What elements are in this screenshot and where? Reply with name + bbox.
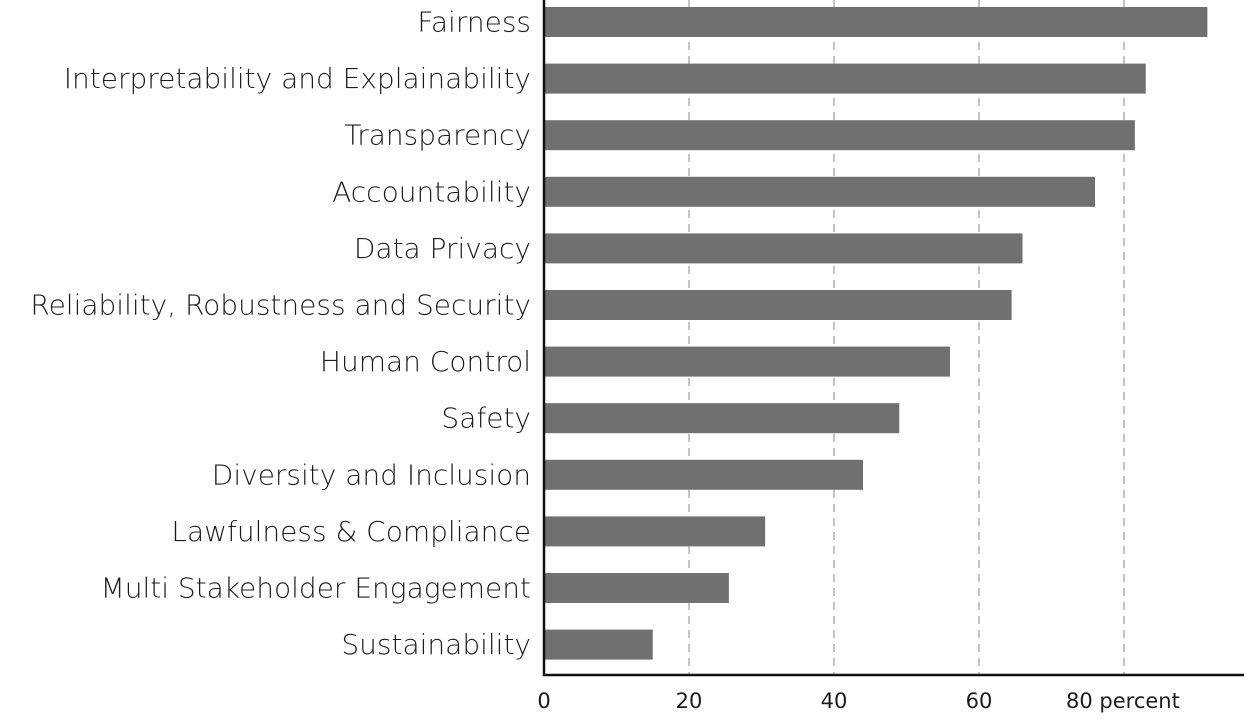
x-tick-label-80: 80 percent: [1066, 689, 1180, 713]
bar-1: [544, 63, 1146, 94]
bar-6: [544, 346, 950, 377]
category-label-5: Reliability, Robustness and Security: [30, 289, 531, 322]
category-label-2: Transparency: [344, 119, 531, 152]
bar-8: [544, 459, 863, 490]
x-tick-label-60: 60: [966, 689, 993, 713]
bar-5: [544, 290, 1012, 320]
category-label-8: Diversity and Inclusion: [212, 458, 531, 491]
bar-7: [544, 403, 900, 434]
category-label-3: Accountability: [332, 175, 531, 208]
bar-10: [544, 573, 729, 603]
category-label-4: Data Privacy: [354, 232, 531, 265]
bar-9: [544, 516, 766, 547]
category-label-6: Human Control: [320, 345, 531, 378]
bar-4: [544, 233, 1023, 264]
category-label-10: Multi Stakeholder Engagement: [101, 572, 531, 605]
category-label-1: Interpretability and Explainability: [64, 62, 531, 95]
x-tick-label-40: 40: [821, 689, 848, 713]
category-label-9: Lawfulness & Compliance: [171, 515, 531, 548]
gridlines: [688, 0, 1125, 675]
category-label-7: Safety: [441, 402, 531, 435]
bar-3: [544, 176, 1095, 207]
category-labels: Fairness Interpretability and Explainabil…: [30, 6, 531, 662]
x-tick-labels: 0 20 40 60 80 percent: [537, 689, 1180, 713]
axes: [542, 0, 1244, 677]
category-label-0: Fairness: [417, 6, 531, 39]
bars: [544, 7, 1208, 660]
x-tick-label-0: 0: [537, 689, 550, 713]
bar-2: [544, 120, 1135, 151]
bar-11: [544, 629, 653, 660]
bar-0: [544, 7, 1208, 37]
x-tick-label-20: 20: [676, 689, 703, 713]
category-label-11: Sustainability: [341, 628, 531, 661]
